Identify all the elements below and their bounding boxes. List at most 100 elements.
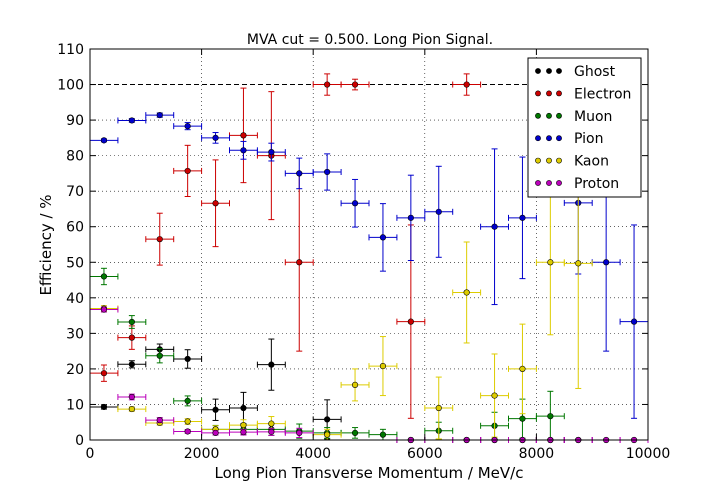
legend-entry-muon: Muon <box>535 109 612 125</box>
x-tick-label: 8000 <box>519 446 555 462</box>
y-tick-label: 40 <box>66 291 84 307</box>
marker <box>240 147 247 154</box>
marker <box>268 420 275 427</box>
data-point <box>201 398 230 421</box>
marker <box>407 214 414 221</box>
legend-entry-pion: Pion <box>535 131 603 147</box>
marker <box>296 259 303 266</box>
marker <box>184 167 191 175</box>
data-point <box>312 153 342 191</box>
series-pion <box>89 112 649 419</box>
marker <box>351 381 359 389</box>
marker <box>547 259 554 266</box>
legend-marker <box>546 112 552 119</box>
data-point <box>312 428 342 441</box>
marker <box>156 112 163 119</box>
data-point <box>145 112 175 119</box>
data-point <box>117 360 147 369</box>
y-tick-label: 90 <box>66 113 84 129</box>
data-point <box>173 418 203 425</box>
data-point <box>284 427 314 439</box>
data-point <box>173 349 203 369</box>
data-point <box>340 78 370 91</box>
y-tick-label: 100 <box>57 78 84 94</box>
legend-entry-kaon: Kaon <box>535 154 609 170</box>
data-point <box>508 323 537 415</box>
marker <box>128 393 135 401</box>
marker <box>575 260 582 267</box>
marker <box>184 397 191 405</box>
y-tick-label: 80 <box>66 149 84 165</box>
legend-entry-proton: Proton <box>535 176 619 192</box>
data-point <box>89 364 119 382</box>
data-point <box>229 391 258 425</box>
marker <box>379 234 387 241</box>
x-axis-label: Long Pion Transverse Momentum / MeV/c <box>215 464 524 482</box>
marker <box>100 306 108 313</box>
data-point <box>424 376 454 440</box>
marker <box>435 208 442 215</box>
marker <box>212 429 219 436</box>
y-tick-label: 20 <box>66 362 84 378</box>
marker <box>100 370 108 377</box>
data-point <box>340 427 370 439</box>
marker <box>212 134 219 141</box>
y-axis-label: Efficiency / % <box>37 194 55 295</box>
data-point <box>256 338 286 391</box>
data-point <box>201 159 230 248</box>
data-point <box>229 87 258 184</box>
marker <box>351 200 359 207</box>
chart-title: MVA cut = 0.500. Long Pion Signal. <box>247 32 493 48</box>
legend-label: Muon <box>574 109 612 125</box>
legend-marker <box>556 135 562 142</box>
data-point <box>284 172 314 352</box>
data-point <box>396 174 426 261</box>
legend-marker <box>556 180 562 186</box>
series-ghost <box>89 338 593 444</box>
marker <box>491 223 498 230</box>
data-point <box>173 122 203 131</box>
marker <box>212 406 219 413</box>
data-layer <box>89 73 649 444</box>
x-tick-label: 0 <box>86 446 95 462</box>
legend-label: Kaon <box>574 154 609 170</box>
marker <box>184 428 191 435</box>
data-point <box>312 399 342 440</box>
legend-marker <box>535 180 541 186</box>
marker <box>519 214 526 221</box>
legend-marker <box>556 112 562 119</box>
y-tick-label: 110 <box>57 42 84 58</box>
marker <box>324 431 331 438</box>
legend-marker <box>535 135 541 142</box>
data-point <box>256 427 286 436</box>
marker <box>519 365 526 373</box>
legend-marker <box>556 68 562 74</box>
data-point <box>201 132 230 144</box>
marker <box>351 81 359 88</box>
marker <box>268 148 275 156</box>
legend-marker <box>535 112 541 119</box>
marker <box>630 318 638 325</box>
marker <box>156 352 163 359</box>
marker <box>184 123 191 130</box>
legend-marker <box>535 157 541 164</box>
marker <box>156 236 163 243</box>
legend-label: Ghost <box>574 64 616 80</box>
data-point <box>424 165 454 258</box>
marker <box>100 137 108 144</box>
data-point <box>173 144 203 198</box>
marker <box>128 318 135 326</box>
data-point <box>89 306 119 313</box>
data-point <box>117 117 147 124</box>
data-point <box>145 348 175 364</box>
marker <box>184 418 191 425</box>
marker <box>379 431 387 438</box>
y-tick-label: 60 <box>66 220 84 236</box>
data-point <box>619 224 649 419</box>
data-point <box>117 325 147 350</box>
x-tick-label: 6000 <box>407 446 443 462</box>
data-point <box>117 405 147 413</box>
x-tick-label: 4000 <box>295 446 331 462</box>
legend-marker <box>546 68 552 74</box>
